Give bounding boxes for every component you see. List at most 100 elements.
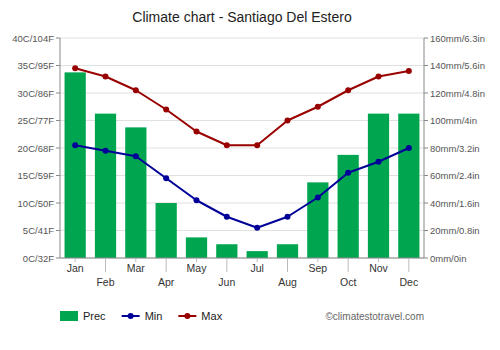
y-tick-label: 25C/77F xyxy=(18,115,55,126)
y-tick xyxy=(56,65,60,66)
grid-line xyxy=(60,258,424,259)
marker xyxy=(163,175,169,181)
chart: Climate chart - Santiago Del Estero 0C/32… xyxy=(0,0,500,350)
x-tick xyxy=(287,258,288,272)
grid xyxy=(60,38,424,258)
x-tick-label: Mar xyxy=(127,262,146,274)
bar xyxy=(65,72,86,258)
y2-tick xyxy=(424,120,428,121)
x-tick-label: Jun xyxy=(218,276,235,288)
y2-tick xyxy=(424,230,428,231)
line xyxy=(75,68,409,145)
marker xyxy=(194,129,200,135)
legend-marker xyxy=(128,313,134,319)
y-tick xyxy=(56,175,60,176)
x-axis-line xyxy=(60,258,424,259)
marker xyxy=(254,142,260,148)
x-tick-label: Aug xyxy=(278,276,297,288)
marker xyxy=(103,74,109,80)
bar xyxy=(95,114,116,258)
x-tick-label: Oct xyxy=(340,276,356,288)
grid-line xyxy=(60,93,424,94)
bar xyxy=(277,244,298,258)
x-axis: JanFebMarAprMayJunJulAugSepOctNovDec xyxy=(67,258,418,288)
y2-tick xyxy=(424,258,428,259)
marker xyxy=(406,68,412,74)
marker xyxy=(103,148,109,154)
grid-line xyxy=(60,38,424,39)
legend-label: Prec xyxy=(83,310,106,322)
y-tick-label: 20C/68F xyxy=(18,143,55,154)
legend: Prec Min Max xyxy=(60,310,223,322)
bar xyxy=(125,127,146,258)
x-tick xyxy=(105,258,106,272)
y2-axis-line xyxy=(424,38,425,258)
legend-label: Min xyxy=(145,310,163,322)
x-tick-label: May xyxy=(187,262,208,274)
line xyxy=(75,145,409,228)
x-tick-label: Apr xyxy=(158,276,175,288)
marker xyxy=(224,214,230,220)
marker xyxy=(194,197,200,203)
y-axis-line xyxy=(60,38,61,258)
y2-tick xyxy=(424,65,428,66)
marker xyxy=(224,142,230,148)
y-tick xyxy=(56,203,60,204)
marker xyxy=(406,145,412,151)
bar xyxy=(247,251,268,258)
y2-tick xyxy=(424,203,428,204)
y2-tick-label: 0mm/0in xyxy=(430,253,466,264)
title: Climate chart - Santiago Del Estero xyxy=(132,9,352,25)
y-tick-label: 35C/95F xyxy=(18,60,55,71)
marker xyxy=(345,87,351,93)
legend-marker xyxy=(184,313,190,319)
legend-swatch xyxy=(60,311,78,321)
y-tick-label: 0C/32F xyxy=(23,253,54,264)
annotation: ©climatestotravel.com xyxy=(325,311,424,322)
grid-line xyxy=(60,65,424,66)
y2-axis: 0mm/0in 20mm/0.8in 40mm/1.6in 60mm/2.4in 80m… xyxy=(424,33,485,264)
x-tick-label: Feb xyxy=(96,276,114,288)
x-tick-label: Sep xyxy=(308,262,327,274)
marker xyxy=(285,118,291,124)
x-tick xyxy=(408,258,409,272)
x-tick xyxy=(226,258,227,272)
y2-tick-label: 80mm/3.2in xyxy=(430,143,480,154)
plot-area xyxy=(65,65,420,258)
bar xyxy=(186,237,207,258)
y2-tick-label: 100mm/4in xyxy=(430,115,477,126)
y-tick xyxy=(56,258,60,259)
marker xyxy=(376,74,382,80)
y2-tick-label: 40mm/1.6in xyxy=(430,198,480,209)
marker xyxy=(72,142,78,148)
marker xyxy=(133,87,139,93)
y2-tick xyxy=(424,38,428,39)
y2-tick xyxy=(424,148,428,149)
y2-tick-label: 60mm/2.4in xyxy=(430,170,480,181)
x-tick-label: Dec xyxy=(399,276,418,288)
bar xyxy=(307,182,328,258)
marker xyxy=(72,65,78,71)
y2-tick xyxy=(424,175,428,176)
bar xyxy=(398,114,419,258)
y-tick xyxy=(56,38,60,39)
y-tick xyxy=(56,230,60,231)
y-tick xyxy=(56,120,60,121)
y-tick xyxy=(56,93,60,94)
marker xyxy=(376,159,382,165)
bar xyxy=(368,114,389,258)
y2-tick-label: 20mm/0.8in xyxy=(430,225,480,236)
y-tick-label: 15C/59F xyxy=(18,170,55,181)
marker xyxy=(254,225,260,231)
y-tick-label: 5C/41F xyxy=(23,225,54,236)
marker xyxy=(315,195,321,201)
legend-label: Max xyxy=(201,310,222,322)
x-tick xyxy=(166,258,167,272)
x-tick-label: Jul xyxy=(250,262,263,274)
marker xyxy=(285,214,291,220)
x-tick-label: Jan xyxy=(67,262,84,274)
bar xyxy=(216,244,237,258)
marker xyxy=(345,170,351,176)
y2-tick-label: 120mm/4.8in xyxy=(430,88,485,99)
y2-tick-label: 140mm/5.6in xyxy=(430,60,485,71)
